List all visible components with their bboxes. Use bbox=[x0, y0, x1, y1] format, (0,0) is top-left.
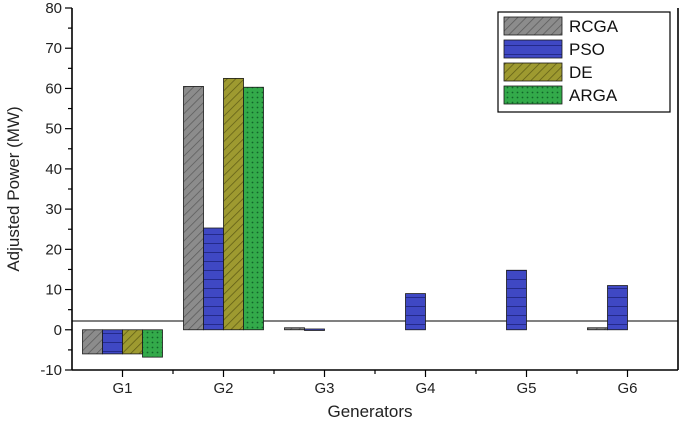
bar-pso-g1 bbox=[102, 329, 123, 355]
legend-swatch-pso bbox=[503, 39, 563, 59]
legend-label-rcga: RCGA bbox=[569, 17, 619, 36]
y-tick-label: 40 bbox=[45, 161, 62, 178]
x-axis-title: Generators bbox=[327, 402, 412, 421]
x-tick-label: G1 bbox=[112, 380, 132, 397]
legend-label-arga: ARGA bbox=[569, 86, 618, 105]
x-tick-label: G6 bbox=[617, 380, 637, 397]
bar-de-g2 bbox=[223, 77, 244, 331]
bar-rcga-g6 bbox=[587, 327, 608, 331]
x-tick-label: G2 bbox=[213, 380, 233, 397]
legend-swatch-arga bbox=[503, 85, 563, 105]
y-tick-label: 60 bbox=[45, 80, 62, 97]
y-tick-label: 0 bbox=[54, 322, 62, 339]
bars bbox=[82, 77, 628, 358]
y-tick-label: -10 bbox=[40, 362, 62, 379]
y-tick-label: 50 bbox=[45, 121, 62, 138]
legend: RCGA PSO DE ARGA bbox=[497, 11, 671, 113]
bar-rcga-g2 bbox=[183, 86, 204, 331]
bar-pso-g5 bbox=[506, 269, 527, 331]
legend-label-pso: PSO bbox=[569, 40, 605, 59]
y-tick-label: 10 bbox=[45, 282, 62, 299]
bar-pso-g3 bbox=[304, 328, 325, 331]
y-axis-title: Adjusted Power (MW) bbox=[4, 106, 23, 271]
bar-de-g1 bbox=[122, 329, 143, 355]
bar-rcga-g3 bbox=[284, 327, 305, 331]
y-tick-label: 20 bbox=[45, 241, 62, 258]
y-ticks: -10 0 10 20 30 40 50 60 70 80 bbox=[40, 0, 72, 379]
y-tick-label: 30 bbox=[45, 201, 62, 218]
x-tick-label: G4 bbox=[415, 380, 435, 397]
x-tick-label: G3 bbox=[314, 380, 334, 397]
bar-pso-g6 bbox=[607, 285, 628, 331]
y-tick-label: 70 bbox=[45, 40, 62, 57]
bar-arga-g1 bbox=[142, 329, 163, 358]
bar-pso-g2 bbox=[203, 227, 224, 331]
legend-swatch-de bbox=[503, 62, 563, 82]
bar-rcga-g1 bbox=[82, 329, 103, 355]
bar-pso-g4 bbox=[405, 293, 426, 331]
x-ticks: G1 G2 G3 G4 G5 G6 bbox=[112, 370, 638, 397]
x-tick-label: G5 bbox=[516, 380, 536, 397]
bar-arga-g2 bbox=[243, 86, 264, 331]
legend-label-de: DE bbox=[569, 63, 593, 82]
legend-swatch-rcga bbox=[503, 16, 563, 36]
y-tick-label: 80 bbox=[45, 0, 62, 17]
